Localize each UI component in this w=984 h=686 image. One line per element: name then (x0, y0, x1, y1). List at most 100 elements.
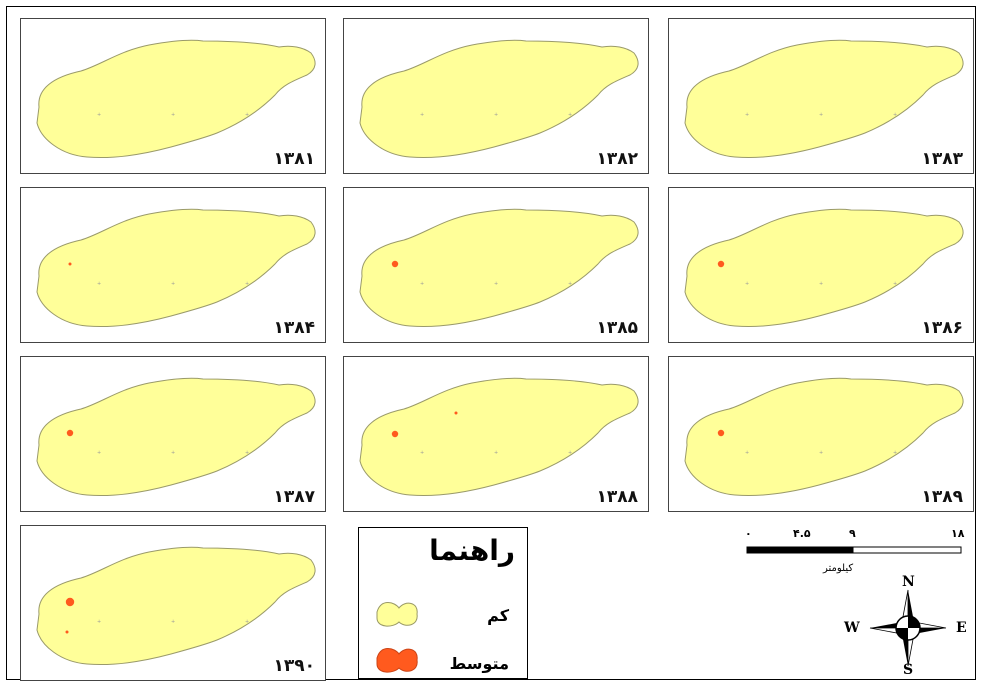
grid-cross: + (568, 112, 572, 118)
region-map: + + + (684, 208, 964, 327)
panel-year-label: ۱۳۸۸ (596, 487, 638, 507)
panel-year-label: ۱۳۹۰ (273, 656, 315, 676)
scale-tick-3: ۱۸ (951, 527, 965, 540)
grid-cross: + (819, 450, 823, 456)
grid-cross: + (97, 619, 101, 625)
region-low-zone (359, 208, 639, 327)
grid-cross: + (97, 450, 101, 456)
compass-w: W (844, 620, 860, 636)
legend-swatch-low (376, 602, 418, 627)
grid-cross: + (745, 450, 749, 456)
medium-hotspot (391, 430, 399, 438)
grid-cross: + (494, 112, 498, 118)
grid-cross: + (245, 281, 249, 287)
medium-hotspot (66, 429, 74, 437)
panel-year-label: ۱۳۸۶ (921, 318, 963, 338)
grid-cross: + (171, 112, 175, 118)
grid-cross: + (171, 450, 175, 456)
region-map: + + + (359, 377, 639, 496)
region-map: + + + (684, 377, 964, 496)
map-panel-6: + + +۱۳۸۶ (668, 187, 974, 343)
grid-cross: + (245, 619, 249, 625)
grid-cross: + (494, 450, 498, 456)
panel-year-label: ۱۳۸۷ (273, 487, 315, 507)
scale-bar: ۰ ۴.۵ ۹ ۱۸ کیلومتر (745, 527, 965, 577)
legend-label-low: کم (487, 606, 509, 625)
grid-cross: + (893, 281, 897, 287)
map-panel-2: + + +۱۳۸۲ (343, 18, 649, 174)
region-low-zone (684, 39, 964, 158)
grid-cross: + (420, 281, 424, 287)
compass-rose (869, 589, 947, 667)
map-panel-5: + + +۱۳۸۵ (343, 187, 649, 343)
grid-cross: + (97, 112, 101, 118)
legend-swatches (376, 602, 418, 673)
region-low-zone (36, 208, 316, 327)
legend-label-medium: متوسط (449, 654, 509, 673)
panel-year-label: ۱۳۸۹ (921, 487, 963, 507)
grid-cross: + (171, 281, 175, 287)
map-panel-7: + + +۱۳۸۷ (20, 356, 326, 512)
grid-cross: + (97, 281, 101, 287)
region-low-zone (36, 39, 316, 158)
scale-tick-1: ۴.۵ (793, 527, 811, 540)
legend-title: راهنما (429, 534, 515, 567)
panel-year-label: ۱۳۸۴ (273, 318, 315, 338)
compass-n: N (902, 574, 915, 590)
map-panel-8: + + +۱۳۸۸ (343, 356, 649, 512)
medium-hotspot (391, 260, 399, 268)
compass-e: E (956, 620, 967, 636)
region-map: + + + (36, 208, 316, 327)
grid-cross: + (420, 112, 424, 118)
medium-hotspot (65, 630, 69, 634)
map-panel-4: + + +۱۳۸۴ (20, 187, 326, 343)
panel-year-label: ۱۳۸۲ (596, 149, 638, 169)
grid-cross: + (893, 112, 897, 118)
grid-cross: + (893, 450, 897, 456)
map-panel-10: + + +۱۳۹۰ (20, 525, 326, 681)
grid-cross: + (745, 281, 749, 287)
grid-cross: + (171, 619, 175, 625)
medium-hotspot (454, 411, 458, 415)
grid-cross: + (745, 112, 749, 118)
compass-s: S (903, 662, 914, 678)
legend: راهنما کم متوسط (358, 527, 528, 679)
scale-tick-2: ۹ (849, 527, 856, 540)
region-map: + + + (359, 39, 639, 158)
north-arrow: N S E W (844, 574, 970, 678)
medium-hotspot (68, 262, 72, 266)
medium-hotspot (717, 429, 725, 437)
scale-bar-graphic (746, 546, 962, 554)
map-panel-9: + + +۱۳۸۹ (668, 356, 974, 512)
map-panel-1: + + +۱۳۸۱ (20, 18, 326, 174)
region-map: + + + (36, 377, 316, 496)
grid-cross: + (245, 450, 249, 456)
grid-cross: + (819, 281, 823, 287)
region-map: + + + (359, 208, 639, 327)
medium-hotspot (65, 597, 75, 607)
grid-cross: + (568, 450, 572, 456)
scale-unit: کیلومتر (823, 563, 854, 574)
legend-swatch-medium (376, 648, 418, 673)
medium-hotspot (717, 260, 725, 268)
panel-year-label: ۱۳۸۵ (596, 318, 638, 338)
region-low-zone (359, 377, 639, 496)
region-map: + + + (36, 39, 316, 158)
region-low-zone (36, 546, 316, 665)
grid-cross: + (568, 281, 572, 287)
grid-cross: + (819, 112, 823, 118)
region-low-zone (684, 208, 964, 327)
grid-cross: + (420, 450, 424, 456)
region-low-zone (684, 377, 964, 496)
region-map: + + + (684, 39, 964, 158)
panel-year-label: ۱۳۸۱ (273, 149, 315, 169)
map-panel-3: + + +۱۳۸۳ (668, 18, 974, 174)
scale-tick-0: ۰ (745, 527, 752, 540)
panel-year-label: ۱۳۸۳ (921, 149, 963, 169)
grid-cross: + (245, 112, 249, 118)
region-low-zone (359, 39, 639, 158)
region-map: + + + (36, 546, 316, 665)
region-low-zone (36, 377, 316, 496)
map-frame (6, 6, 976, 680)
grid-cross: + (494, 281, 498, 287)
